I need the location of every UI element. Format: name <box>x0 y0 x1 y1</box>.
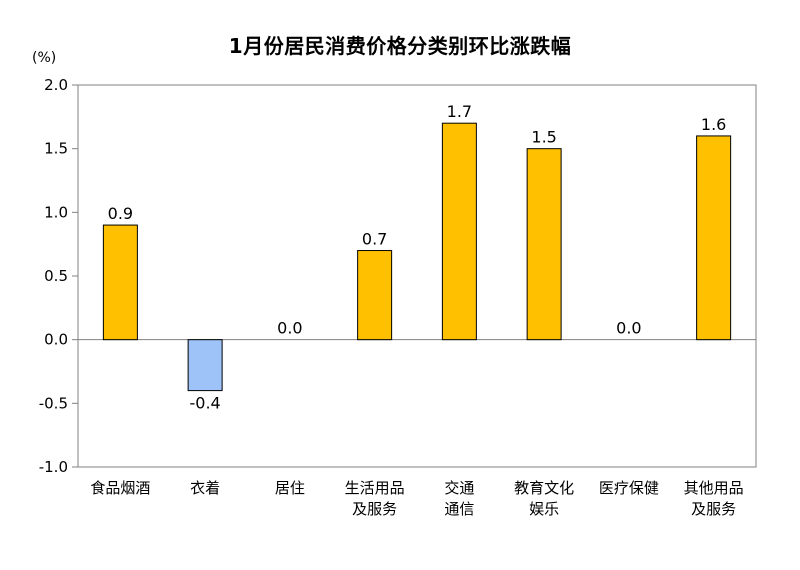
y-axis-unit-label: (%) <box>32 50 56 66</box>
x-category-label: 通信 <box>444 500 474 518</box>
y-tick-label: -1.0 <box>39 458 68 476</box>
y-tick-label: 2.0 <box>44 76 68 94</box>
x-category-label: 及服务 <box>691 500 736 518</box>
bar <box>441 122 477 341</box>
x-category-label: 娱乐 <box>529 500 559 518</box>
x-category-label: 居住 <box>275 479 305 497</box>
bar <box>187 339 223 392</box>
data-label: -0.4 <box>190 394 221 413</box>
chart-title: 1月份居民消费价格分类别环比涨跌幅 <box>228 34 572 58</box>
x-category-label: 交通 <box>444 479 474 497</box>
y-tick-label: 0.0 <box>44 331 68 349</box>
data-label: 0.7 <box>362 230 387 249</box>
x-category-label: 教育文化 <box>514 479 574 497</box>
x-category-label: 生活用品 <box>345 479 405 497</box>
x-category-label: 医疗保健 <box>599 479 659 497</box>
x-category-label: 食品烟酒 <box>90 479 150 497</box>
y-tick-label: -0.5 <box>39 394 68 412</box>
y-tick-label: 1.0 <box>44 203 68 221</box>
data-label: 1.6 <box>701 115 726 134</box>
data-label: 1.7 <box>447 102 472 121</box>
bar <box>526 148 562 341</box>
data-label: 0.9 <box>108 204 133 223</box>
bar <box>696 135 732 341</box>
plot-frame <box>77 84 757 468</box>
data-label: 1.5 <box>531 128 556 147</box>
plot-area: 2.0 1.5 1.0 0.5 0.0 -0.5 -1.0 0.9 食品烟酒 -0.4 衣着 0.0 居… <box>39 76 757 518</box>
y-tick-label: 1.5 <box>44 140 68 158</box>
bar <box>357 250 393 341</box>
data-label: 0.0 <box>616 319 641 338</box>
bar <box>102 224 138 341</box>
x-category-label: 衣着 <box>190 479 220 497</box>
y-tick-label: 0.5 <box>44 267 68 285</box>
x-category-label: 及服务 <box>352 500 397 518</box>
x-category-label: 其他用品 <box>684 479 744 497</box>
data-label: 0.0 <box>277 319 302 338</box>
